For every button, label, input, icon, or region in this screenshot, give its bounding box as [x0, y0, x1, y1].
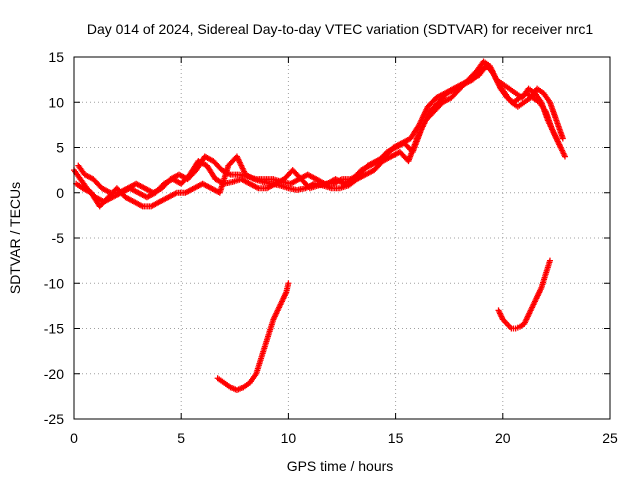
x-tick-label: 10 — [281, 430, 297, 446]
grid-lines — [74, 57, 610, 419]
x-tick-label: 20 — [495, 430, 511, 446]
y-tick-label: 10 — [48, 94, 64, 110]
y-tick-label: -15 — [44, 321, 64, 337]
chart-title: Day 014 of 2024, Sidereal Day-to-day VTE… — [87, 21, 593, 37]
y-tick-label: 15 — [48, 49, 64, 65]
y-tick-label: -10 — [44, 275, 64, 291]
data-point — [557, 144, 564, 151]
data-point — [559, 135, 566, 142]
y-tick-label: -25 — [44, 411, 64, 427]
x-tick-label: 0 — [70, 430, 78, 446]
data-point — [285, 280, 292, 287]
x-tick-label: 5 — [177, 430, 185, 446]
y-axis-title: SDTVAR / TECUs — [7, 182, 23, 294]
data-point — [546, 257, 553, 264]
data-point — [561, 153, 568, 160]
x-tick-label: 25 — [602, 430, 618, 446]
axis-ticks: 0 5 10 15 20 25 -25 -20 -15 -10 -5 0 5 10 15 — [44, 49, 618, 446]
y-tick-label: 0 — [56, 185, 64, 201]
x-tick-label: 15 — [388, 430, 404, 446]
y-tick-label: -20 — [44, 366, 64, 382]
y-tick-label: 5 — [56, 140, 64, 156]
y-tick-label: -5 — [52, 230, 65, 246]
x-axis-title: GPS time / hours — [287, 458, 394, 474]
data-points — [71, 58, 568, 394]
plot-frame — [73, 56, 611, 420]
